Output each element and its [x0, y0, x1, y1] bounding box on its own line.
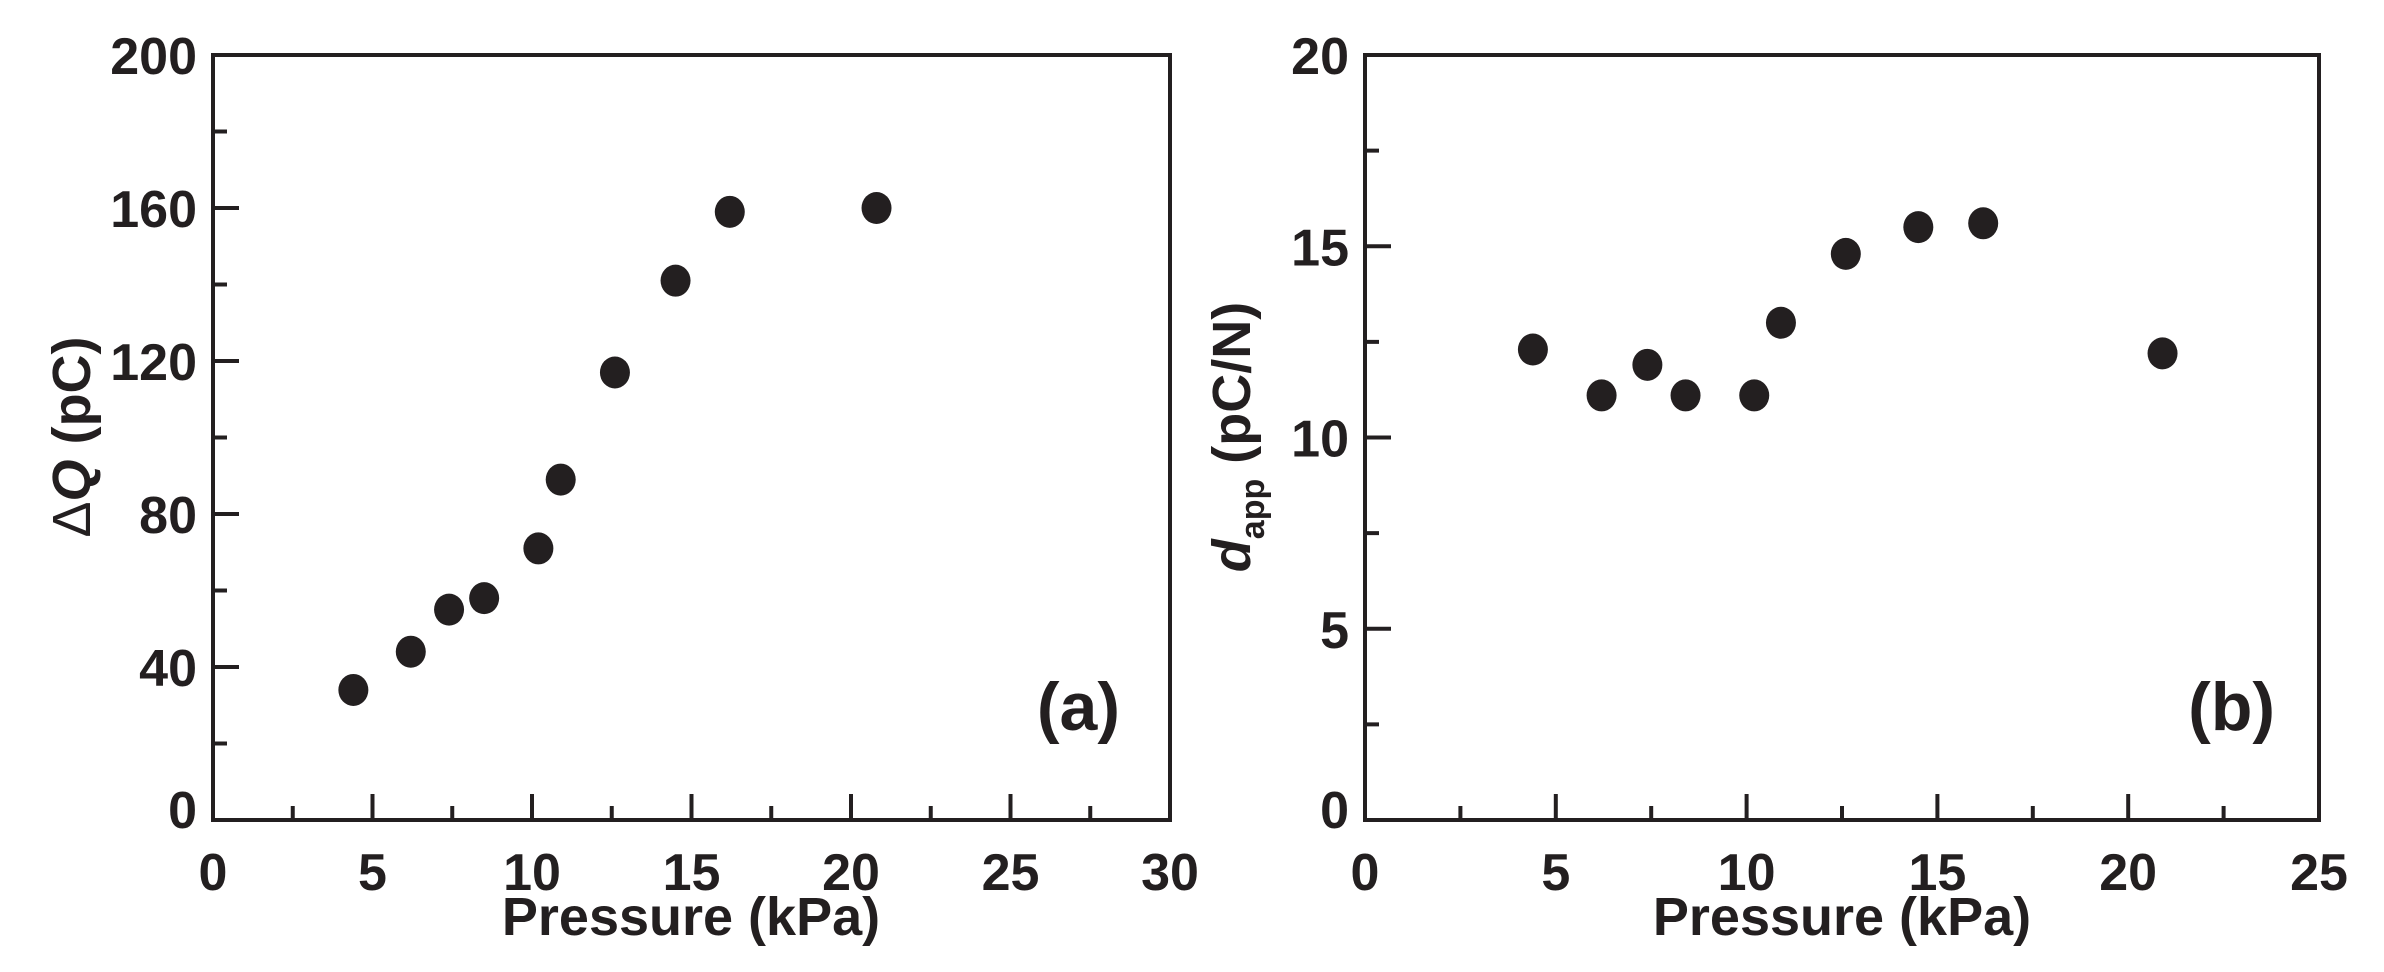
panel-a-data-point [338, 673, 369, 706]
panel-b-y-axis-label: dapp (pC/N) [1202, 302, 1272, 572]
panel-a-x-tick-label: 5 [358, 844, 387, 902]
panel-b-data-point [1739, 379, 1770, 412]
panel-a-y-tick-label: 160 [110, 181, 197, 239]
y-unit: (pC) [42, 336, 102, 459]
panel-a-y-tick-label: 40 [139, 640, 197, 698]
panel-a-x-axis-label: Pressure (kPa) [502, 887, 880, 947]
panel-b-data-point [1903, 211, 1934, 244]
delta-symbol: Δ [42, 501, 102, 537]
panel-b-x-tick-label: 20 [2099, 844, 2157, 902]
panel-a-data-point [469, 582, 500, 615]
panel-a-x-tick-label: 20 [822, 844, 880, 902]
subscript-app: app [1234, 479, 1272, 539]
panel-a-chart: Pressure (kPa) ΔQ (pC) (a) 0 5 10 15 20 25 30 0… [42, 28, 1199, 947]
panel-a-data-point [434, 593, 465, 626]
panel-b-label: (b) [2188, 669, 2275, 745]
panel-b-y-tick-label: 10 [1291, 411, 1349, 469]
panel-b-data-point [1830, 237, 1861, 270]
y-unit: (pC/N) [1202, 302, 1262, 479]
panel-b-y-tick-label: 0 [1320, 782, 1349, 840]
panel-b-data-point [1670, 379, 1701, 412]
panel-b-y-tick-label: 20 [1291, 28, 1349, 86]
panel-b-data-point [2147, 337, 2178, 370]
q-symbol: Q [42, 459, 102, 501]
panel-b-y-tick-label: 15 [1291, 219, 1349, 277]
panel-a-y-tick-label: 120 [110, 334, 197, 392]
panel-a-y-tick-label: 0 [168, 782, 197, 840]
panel-b-x-tick-label: 0 [1351, 844, 1380, 902]
panel-b-data-point [1586, 379, 1617, 412]
panel-a-data-point [660, 264, 691, 297]
panel-b-x-axis-label: Pressure (kPa) [1653, 887, 2031, 947]
panel-b-y-tick-label: 5 [1320, 602, 1349, 660]
panel-a-data-point [395, 635, 426, 668]
panel-b-x-tick-label: 15 [1908, 844, 1966, 902]
panel-b-axes-frame [1363, 53, 2321, 822]
panel-a-x-tick-label: 0 [199, 844, 228, 902]
panel-b-x-tick-label: 5 [1541, 844, 1570, 902]
panel-b-data-point [1765, 306, 1796, 339]
panel-a-x-tick-label: 25 [982, 844, 1040, 902]
panel-a-y-axis-label: ΔQ (pC) [42, 336, 102, 537]
panel-a-data-point [861, 192, 892, 224]
panel-b-data-point [1517, 333, 1548, 366]
panel-a-data-point [545, 463, 576, 496]
panel-a-y-tick-label: 80 [139, 487, 197, 545]
panel-a-x-tick-label: 30 [1141, 844, 1199, 902]
panel-a-data-point [523, 532, 554, 565]
panel-a-label: (a) [1037, 669, 1120, 745]
d-symbol: d [1202, 538, 1262, 572]
panel-a-x-tick-label: 15 [663, 844, 721, 902]
panel-a-x-tick-label: 10 [503, 844, 561, 902]
panel-b-chart: Pressure (kPa) dapp (pC/N) (b) 0 5 10 15 20 2… [1202, 28, 2348, 947]
panel-b-data-point [1968, 207, 1999, 240]
panel-b-x-tick-label: 25 [2290, 844, 2348, 902]
panel-b-x-tick-label: 10 [1718, 844, 1776, 902]
panel-b-data-point [1632, 348, 1663, 381]
panel-a-data-point [714, 195, 745, 228]
panel-a-data-point [599, 356, 630, 389]
panel-a-y-tick-label: 200 [110, 28, 197, 86]
